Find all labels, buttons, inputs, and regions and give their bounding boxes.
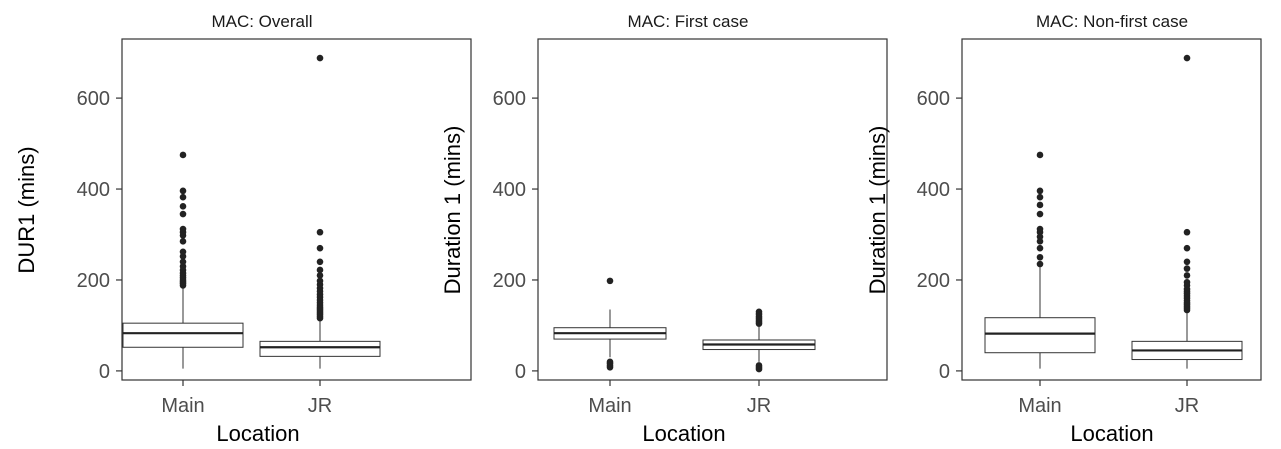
plot-frame xyxy=(121,38,472,381)
panel-first-case: MAC: First case Duration 1 (mins) Locati… xyxy=(440,12,888,446)
y-tick-label: 200 xyxy=(917,270,950,292)
y-tick-label: 0 xyxy=(939,361,950,383)
y-ticks: 0 200 400 600 xyxy=(493,88,538,383)
x-tick-label-jr: JR xyxy=(747,395,771,417)
outlier-point xyxy=(179,258,187,266)
outlier-point xyxy=(1036,151,1044,159)
outlier-point xyxy=(179,225,187,233)
outlier-point xyxy=(1036,244,1044,252)
x-axis-title: Location xyxy=(1070,421,1153,446)
y-tick-label: 200 xyxy=(77,270,110,292)
outlier-point xyxy=(179,187,187,195)
outlier-point xyxy=(1183,272,1191,279)
box-marks xyxy=(553,277,816,386)
panel-non-first-case: MAC: Non-first case Duration 1 (mins) Lo… xyxy=(865,12,1262,446)
outlier-point xyxy=(606,277,614,285)
outlier-point xyxy=(179,151,187,159)
x-tick-label-main: Main xyxy=(588,395,631,417)
panel-title: MAC: First case xyxy=(628,12,749,31)
outlier-point xyxy=(1036,253,1044,261)
plot-frame xyxy=(537,38,888,381)
outlier-point xyxy=(179,248,187,256)
outlier-point xyxy=(179,238,187,245)
box-main xyxy=(122,322,244,348)
outlier-point xyxy=(316,228,324,236)
box-main xyxy=(984,317,1096,354)
y-tick-label: 0 xyxy=(515,361,526,383)
outlier-point xyxy=(1036,260,1044,268)
x-axis-title: Location xyxy=(642,421,725,446)
box-marks xyxy=(122,54,381,386)
y-tick-label: 600 xyxy=(917,88,950,110)
outlier-point xyxy=(316,277,324,285)
box-marks xyxy=(984,54,1243,386)
y-axis-title: Duration 1 (mins) xyxy=(865,126,890,295)
outlier-point xyxy=(179,203,187,210)
y-tick-label: 400 xyxy=(77,179,110,201)
y-tick-label: 600 xyxy=(77,88,110,110)
outlier-point xyxy=(179,263,187,270)
outlier-point xyxy=(1036,225,1044,233)
outlier-point xyxy=(1036,210,1044,218)
outlier-point xyxy=(1036,238,1044,245)
y-tick-label: 400 xyxy=(493,179,526,201)
outlier-point xyxy=(1183,265,1191,272)
outlier-point xyxy=(1036,201,1044,209)
outlier-point xyxy=(179,210,187,218)
outlier-point xyxy=(1183,228,1191,236)
outlier-point xyxy=(1036,193,1044,201)
y-tick-label: 0 xyxy=(99,361,110,383)
outlier-point xyxy=(1183,258,1191,266)
y-tick-label: 400 xyxy=(917,179,950,201)
x-tick-label-jr: JR xyxy=(308,395,332,417)
box-jr xyxy=(259,340,381,357)
x-tick-label-main: Main xyxy=(161,395,204,417)
y-tick-label: 200 xyxy=(493,270,526,292)
outlier-point xyxy=(179,193,187,201)
outlier-point xyxy=(755,308,763,316)
y-axis-title: DUR1 (mins) xyxy=(14,146,39,273)
panel-title: MAC: Non-first case xyxy=(1036,12,1188,31)
y-ticks: 0 200 400 600 xyxy=(77,88,122,383)
outlier-point xyxy=(316,266,324,274)
outlier-point xyxy=(316,258,324,266)
panel-title: MAC: Overall xyxy=(211,12,312,31)
outlier-point xyxy=(1036,233,1044,241)
outlier-point xyxy=(316,244,324,252)
x-axis-title: Location xyxy=(216,421,299,446)
outlier-point xyxy=(1183,54,1191,62)
outlier-point xyxy=(1183,244,1191,252)
outlier-point xyxy=(316,272,324,279)
plot-frame xyxy=(961,38,1262,381)
outlier-point xyxy=(606,358,614,366)
y-axis-title: Duration 1 (mins) xyxy=(440,126,465,295)
x-tick-label-jr: JR xyxy=(1175,395,1199,417)
outlier-point xyxy=(1183,278,1191,286)
outlier-point xyxy=(316,54,324,62)
outlier-point xyxy=(1036,187,1044,195)
x-tick-label-main: Main xyxy=(1018,395,1061,417)
y-tick-label: 600 xyxy=(493,88,526,110)
panel-overall: MAC: Overall DUR1 (mins) Location Main J… xyxy=(14,12,472,446)
outlier-point xyxy=(179,253,187,260)
outlier-point xyxy=(755,362,763,369)
y-ticks: 0 200 400 600 xyxy=(917,88,962,383)
